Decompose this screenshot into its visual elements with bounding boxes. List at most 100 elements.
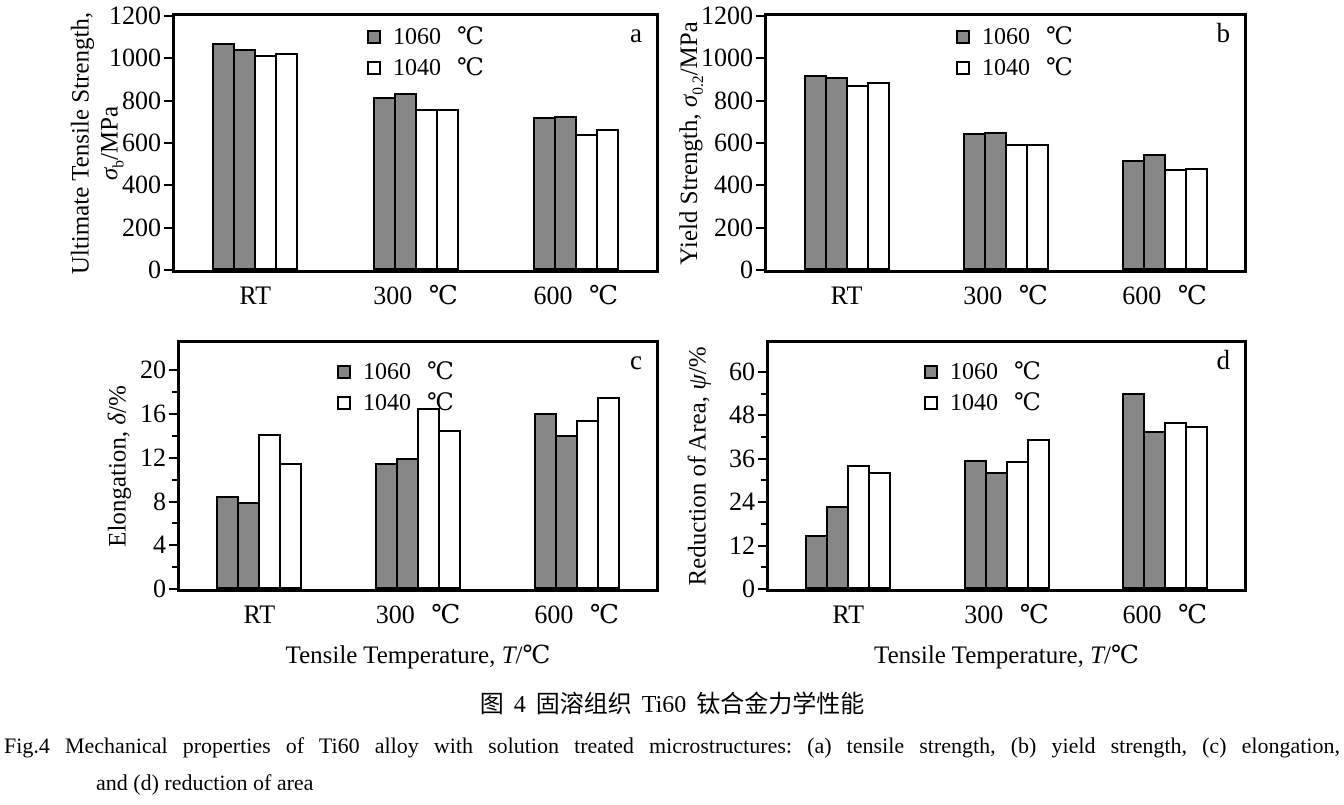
y-tick <box>756 15 764 17</box>
bar-b-600℃-1060℃-2 <box>1142 154 1166 270</box>
bar-c-600℃-1040℃-1 <box>575 419 599 589</box>
y-tick <box>169 500 177 503</box>
y-tick-label: 1200 <box>701 1 753 30</box>
bar-a-600℃-1060℃-1 <box>532 117 556 270</box>
bar-b-600℃-1060℃-1 <box>1121 159 1145 270</box>
y-tick-label: 8 <box>153 486 166 516</box>
legend: 1060 ℃ 1040 ℃ <box>337 356 454 418</box>
chart-panel-b: 0 200 400 600 800 1000 1200 b RT 300 ℃ 600 ℃ 1060 ℃… <box>672 0 1344 316</box>
y-tick-label: 0 <box>742 574 755 603</box>
y-tick-label: 0 <box>740 255 753 284</box>
y-tick <box>164 142 172 144</box>
y-tick <box>756 57 764 60</box>
panel-letter-a: a <box>630 18 642 48</box>
figure-caption-english: Fig.4 Mechanical properties of Ti60 allo… <box>0 727 1344 801</box>
x-category-label: 600 ℃ <box>534 600 619 629</box>
bar-b-RT-1060℃-1 <box>803 75 827 270</box>
bar-a-600℃-1040℃-1 <box>574 134 598 270</box>
legend-swatch <box>924 364 938 379</box>
x-category-label: 600 ℃ <box>1122 281 1207 310</box>
bar-d-600℃-1040℃-1 <box>1163 421 1187 589</box>
y-tick-label: 0 <box>148 255 161 284</box>
bar-d-RT-1040℃-1 <box>847 464 871 589</box>
x-category-label: 300 ℃ <box>373 281 458 310</box>
y-tick <box>169 413 177 416</box>
bar-a-300℃-1060℃-2 <box>393 93 417 270</box>
bar-c-600℃-1060℃-2 <box>554 434 578 589</box>
y-minor-tick <box>172 434 177 437</box>
legend-label: 1060 ℃ <box>950 359 1041 385</box>
x-category-label: 600 ℃ <box>533 281 619 310</box>
y-minor-tick <box>172 566 177 569</box>
bar-c-300℃-1060℃-2 <box>396 457 419 589</box>
y-tick-label: 600 <box>714 128 753 157</box>
bar-d-300℃-1040℃-1 <box>1005 460 1029 589</box>
x-category-label: 300 ℃ <box>375 600 461 629</box>
y-axis-label: Yield Strength, σ0.2/MPa <box>676 21 707 265</box>
legend-item: 1060 ℃ <box>367 21 484 52</box>
y-tick-label: 800 <box>122 85 161 115</box>
bar-b-300℃-1040℃-2 <box>1025 143 1049 270</box>
bar-a-RT-1040℃-1 <box>254 54 278 270</box>
legend-label: 1060 ℃ <box>363 359 454 385</box>
bar-c-RT-1040℃-2 <box>279 463 303 589</box>
legend-swatch <box>924 395 938 410</box>
legend-swatch <box>337 395 351 410</box>
y-tick-label: 12 <box>140 442 166 472</box>
y-tick-label: 20 <box>140 355 166 385</box>
x-axis-title: Tensile Temperature, T/℃ <box>285 642 551 669</box>
y-tick-label: 1000 <box>109 43 161 73</box>
y-axis-label: Elongation, δ/% <box>104 385 132 547</box>
legend: 1060 ℃ 1040 ℃ <box>924 356 1041 418</box>
legend-swatch <box>956 29 970 44</box>
bar-b-600℃-1040℃-1 <box>1163 169 1187 270</box>
y-tick-label: 4 <box>153 530 166 560</box>
y-tick-label: 0 <box>153 574 166 603</box>
y-minor-tick <box>172 478 177 481</box>
y-tick-label: 200 <box>714 212 753 242</box>
legend-item: 1040 ℃ <box>337 387 454 418</box>
plot-area-d: 0 12 24 36 48 60 d <box>729 340 1247 603</box>
chart-panel-a: 0 200 400 600 800 1000 1200 a RT 300 ℃ 600 ℃ 1060 ℃… <box>0 0 672 316</box>
y-tick <box>756 184 764 187</box>
bar-d-RT-1060℃-1 <box>805 535 829 589</box>
y-tick <box>164 184 172 187</box>
bar-c-RT-1060℃-1 <box>216 496 240 589</box>
bar-a-300℃-1040℃-2 <box>435 108 459 270</box>
bar-c-RT-1060℃-2 <box>237 501 261 589</box>
x-category-label: 300 ℃ <box>963 281 1048 310</box>
y-tick-label: 200 <box>122 212 161 242</box>
y-tick-label: 60 <box>729 356 755 386</box>
legend-item: 1060 ℃ <box>956 21 1073 52</box>
bar-c-600℃-1040℃-2 <box>596 396 620 589</box>
legend-item: 1040 ℃ <box>924 387 1041 418</box>
legend-label: 1040 ℃ <box>982 55 1073 81</box>
y-tick <box>758 588 766 590</box>
y-tick-label: 600 <box>122 128 161 157</box>
bar-c-RT-1040℃-1 <box>258 433 282 589</box>
bar-b-300℃-1040℃-1 <box>1004 143 1028 270</box>
x-category-label: RT <box>239 281 271 310</box>
legend-swatch <box>367 60 381 75</box>
bar-a-600℃-1040℃-2 <box>595 128 619 270</box>
y-tick-label: 1200 <box>109 1 161 30</box>
chart-panel-d: 0 12 24 36 48 60 d RT 300 ℃ 600 ℃ 1060 ℃ 1040 ℃ Redu… <box>672 316 1344 676</box>
x-category-label: RT <box>830 281 863 310</box>
y-tick <box>756 226 764 229</box>
legend: 1060 ℃ 1040 ℃ <box>956 21 1073 83</box>
bar-c-300℃-1040℃-1 <box>417 407 440 589</box>
y-tick-label: 1000 <box>701 43 753 73</box>
plot-area-a: 0 200 400 600 800 1000 1200 a <box>109 1 659 284</box>
panel-letter-d: d <box>1216 345 1231 375</box>
legend-swatch <box>956 60 970 75</box>
bar-d-600℃-1060℃-1 <box>1121 392 1145 589</box>
y-tick <box>169 456 177 459</box>
bar-c-300℃-1060℃-1 <box>375 463 398 589</box>
y-tick-label: 16 <box>140 399 166 429</box>
bar-b-RT-1040℃-1 <box>845 85 869 270</box>
y-tick <box>164 15 172 17</box>
bar-d-600℃-1060℃-2 <box>1142 430 1166 589</box>
y-minor-tick <box>172 391 177 394</box>
y-minor-tick <box>761 522 766 525</box>
legend-label: 1060 ℃ <box>393 24 484 50</box>
